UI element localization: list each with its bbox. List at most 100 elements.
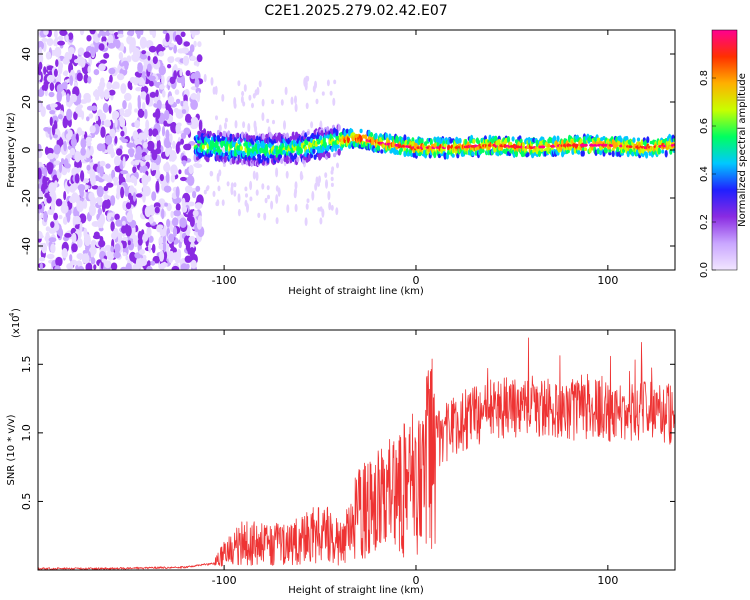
- spectrogram-band-cell: [646, 136, 650, 144]
- spectrogram-noise-cell: [62, 216, 68, 225]
- spectrogram-noise-cell: [172, 226, 178, 237]
- spectrogram-noise-cell: [161, 208, 165, 220]
- colorbar-tick-label: 0.6: [699, 118, 710, 134]
- spectrogram-band-cell: [511, 136, 515, 142]
- spectrogram-faint-cell: [264, 197, 268, 204]
- spectrogram-noise-cell: [86, 35, 92, 42]
- spectrogram-faint-cell: [216, 199, 220, 207]
- spectrogram-noise-cell: [101, 31, 107, 37]
- spectrogram-noise-cell: [174, 255, 181, 264]
- spectrogram-noise-cell: [53, 50, 62, 57]
- spectrogram-noise-cell: [107, 214, 112, 220]
- spectrogram-peak-cell: [583, 143, 588, 147]
- spectrogram-band-cell: [476, 139, 481, 145]
- spectrogram-noise-cell: [179, 68, 183, 77]
- spectrogram-noise-cell: [198, 119, 203, 132]
- spectrogram-noise-cell: [99, 160, 106, 167]
- spectrogram-band-cell: [481, 149, 485, 153]
- spectrogram-faint-cell: [249, 196, 253, 202]
- snr-plot-area: [38, 337, 675, 570]
- spectrogram-noise-cell: [113, 155, 121, 167]
- spectrogram-noise-cell: [99, 213, 106, 226]
- spectrogram-faint-cell: [266, 185, 270, 191]
- spectrogram-noise-cell: [47, 153, 55, 160]
- spectrogram-band-cell: [359, 128, 363, 134]
- spectrogram-noise-cell: [104, 244, 112, 252]
- spectrogram-faint-cell: [205, 186, 209, 192]
- spectrogram-x-tick-labels: -100 0 100: [212, 274, 619, 287]
- spectrogram-band-cell: [487, 149, 491, 156]
- spectrogram-noise-cell: [71, 243, 78, 253]
- spectrogram-noise-cell: [183, 127, 191, 135]
- spectrogram-faint-cell: [286, 204, 290, 214]
- spectrogram-noise-cell: [125, 262, 132, 270]
- spectrogram-noise-cell: [168, 233, 175, 243]
- spectrogram-faint-cell: [319, 217, 323, 225]
- spectrogram-noise-cell: [92, 234, 101, 240]
- spectrogram-noise-cell: [97, 33, 101, 38]
- spectrogram-faint-cell: [241, 90, 245, 97]
- spectrogram-noise-cell: [117, 33, 124, 38]
- spectrogram-noise-cell: [128, 30, 135, 37]
- spectrogram-noise-cell: [49, 110, 56, 115]
- spectrogram-noise-cell: [80, 138, 87, 149]
- spectrogram-noise-cell: [90, 145, 94, 156]
- spectrogram-noise-cell: [83, 73, 89, 84]
- y-tick-label: 0: [20, 147, 33, 154]
- spectrogram-faint-cell: [294, 95, 297, 104]
- spectrogram-noise-cell: [122, 252, 127, 257]
- spectrogram-noise-cell: [165, 129, 170, 140]
- spectrogram-noise-cell: [180, 138, 185, 145]
- spectrogram-noise-cell: [120, 42, 124, 52]
- spectrogram-noise-cell: [183, 143, 191, 151]
- spectrogram-noise-cell: [69, 148, 76, 156]
- spectrogram-band-cell: [672, 138, 675, 142]
- spectrogram-noise-cell: [133, 176, 138, 187]
- spectrogram-noise-cell: [163, 120, 168, 127]
- spectrogram-noise-cell: [38, 46, 43, 57]
- spectrogram-noise-cell: [43, 210, 48, 223]
- spectrogram-noise-cell: [152, 128, 159, 137]
- spectrogram-faint-cell: [256, 86, 260, 96]
- spectrogram-faint-cell: [226, 181, 230, 187]
- spectrogram-band-cell: [202, 128, 207, 136]
- spectrogram-noise-cell: [101, 120, 105, 126]
- spectrogram-noise-cell: [108, 173, 112, 181]
- spectrogram-noise-cell: [161, 103, 166, 109]
- spectrogram-noise-cell: [169, 76, 176, 85]
- spectrogram-noise-cell: [83, 92, 91, 101]
- spectrogram-faint-cell: [294, 187, 298, 195]
- spectrogram-noise-cell: [38, 143, 42, 153]
- spectrogram-faint-cell: [224, 122, 227, 130]
- spectrogram-noise-cell: [38, 213, 41, 221]
- colorbar-tick-label: 0.4: [699, 166, 710, 182]
- spectrogram-noise-cell: [178, 242, 182, 249]
- spectrogram-faint-cell: [243, 84, 247, 92]
- spectrogram-noise-cell: [85, 262, 93, 270]
- spectrogram-noise-cell: [197, 41, 202, 48]
- spectrogram-faint-cell: [330, 176, 334, 182]
- spectrogram-faint-cell: [210, 77, 214, 86]
- spectrogram-faint-cell: [336, 162, 339, 169]
- spectrogram-faint-cell: [217, 185, 221, 192]
- spectrogram-noise-cell: [99, 165, 104, 177]
- spectrogram-noise-cell: [108, 104, 112, 114]
- spectrogram-noise-cell: [99, 112, 107, 121]
- spectrogram-band-cell: [602, 136, 606, 141]
- spectrogram-noise-cell: [65, 133, 72, 140]
- spectrogram-faint-cell: [233, 97, 237, 107]
- spectrogram-noise-cell: [152, 56, 158, 65]
- spectrogram-noise-cell: [144, 154, 151, 161]
- spectrogram-noise-cell: [92, 89, 101, 98]
- spectrogram-noise-cell: [83, 199, 88, 209]
- spectrogram-noise-cell: [173, 44, 178, 54]
- spectrogram-noise-cell: [154, 206, 160, 214]
- spectrogram-noise-cell: [105, 163, 111, 169]
- spectrogram-band-cell: [374, 132, 378, 140]
- spectrogram-noise-cell: [53, 39, 57, 47]
- spectrogram-noise-cell: [195, 87, 202, 94]
- spectrogram-band-cell: [608, 148, 612, 153]
- spectrogram-noise-cell: [181, 109, 187, 114]
- spectrogram-noise-cell: [119, 108, 125, 116]
